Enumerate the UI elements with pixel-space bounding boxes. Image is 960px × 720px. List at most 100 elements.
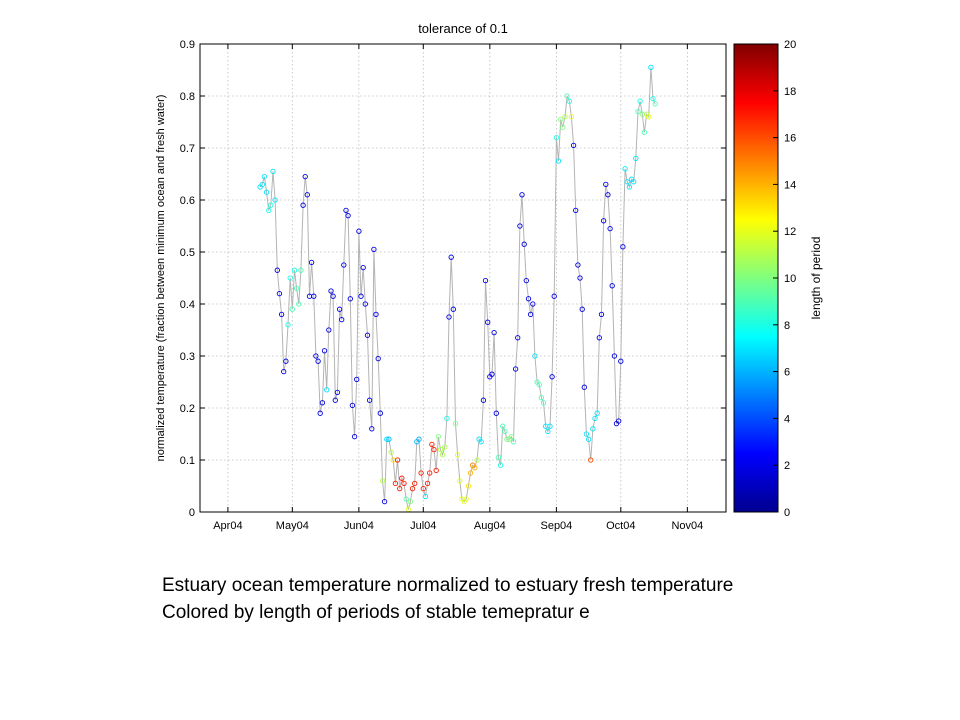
colorbar-tick-label: 16 [784, 133, 796, 145]
data-point [276, 290, 283, 297]
y-tick-label: 0.1 [180, 455, 195, 467]
data-point [377, 410, 383, 416]
data-point [607, 225, 613, 232]
data-point [598, 311, 605, 318]
colorbar-tick-label: 0 [784, 507, 790, 519]
colorbar-tick-label: 12 [784, 226, 796, 238]
data-point [435, 433, 441, 440]
y-tick-label: 0.2 [180, 403, 195, 415]
data-point [409, 485, 416, 492]
data-point [444, 415, 450, 422]
data-point [545, 428, 551, 435]
x-tick-label: May04 [276, 520, 309, 532]
colorbar-tick-label: 6 [784, 367, 790, 379]
data-point [482, 277, 489, 284]
colorbar-tick-label: 2 [784, 460, 790, 472]
data-point [328, 288, 334, 294]
x-tick-label: Apr04 [213, 520, 242, 532]
data-point [418, 470, 424, 476]
data-point [274, 267, 280, 273]
data-point [609, 283, 615, 289]
data-point [568, 114, 575, 120]
series-line [259, 67, 656, 510]
data-point [624, 179, 630, 185]
data-point [635, 108, 641, 115]
data-point [540, 400, 547, 406]
data-point [268, 202, 274, 208]
colorbar-tick-label: 14 [784, 179, 796, 191]
colorbar-tick-label: 4 [784, 413, 790, 425]
data-point [525, 296, 532, 302]
data-point [515, 335, 521, 341]
data-point [336, 306, 343, 312]
colorbar-label: length of period [809, 237, 823, 320]
data-point [626, 184, 633, 190]
colorbar-tick-label: 10 [784, 273, 796, 285]
data-point [600, 218, 607, 224]
data-point [527, 311, 534, 318]
data-point [366, 397, 373, 403]
data-point [420, 485, 426, 492]
y-axis-label: normalized temperature (fraction between… [155, 95, 167, 462]
data-point [472, 465, 478, 471]
colorbar-tick-label: 8 [784, 320, 790, 332]
data-point [465, 483, 472, 489]
data-point [474, 457, 480, 463]
data-point [381, 498, 388, 505]
data-point [298, 267, 304, 273]
data-point [631, 179, 637, 185]
data-point [596, 335, 602, 341]
data-point [324, 387, 330, 393]
data-point [431, 446, 437, 453]
data-point [261, 173, 268, 180]
data-point [429, 441, 435, 448]
data-point [485, 319, 491, 325]
data-point [575, 262, 581, 268]
data-point [650, 95, 656, 102]
data-point [519, 192, 525, 198]
data-point [296, 301, 302, 307]
y-tick-label: 0.6 [180, 195, 195, 207]
data-point [585, 436, 592, 442]
data-point [646, 114, 652, 120]
colorbar-tick-label: 18 [784, 86, 796, 98]
data-point [454, 452, 461, 458]
data-point [564, 93, 570, 99]
plot-area-frame [199, 43, 727, 513]
y-tick-label: 0.4 [180, 299, 195, 311]
data-points [257, 64, 658, 512]
data-point [502, 428, 508, 435]
data-point [622, 166, 628, 172]
data-point [491, 329, 497, 336]
data-point [437, 446, 444, 453]
data-point [555, 158, 562, 164]
data-point [648, 64, 654, 71]
y-tick-label: 0.3 [180, 351, 195, 363]
data-point [590, 426, 596, 432]
data-point [570, 142, 577, 149]
data-point [641, 129, 648, 136]
y-axis-ticks: 0 0.1 0.2 0.3 0.4 0.5 0.6 0.7 0.8 0.9 [180, 39, 726, 519]
data-point [603, 181, 609, 188]
y-tick-label: 0 [189, 507, 195, 519]
y-tick-label: 0.8 [180, 91, 195, 103]
data-point [573, 207, 579, 214]
chart-title: tolerance of 0.1 [418, 21, 508, 36]
data-point [358, 293, 364, 299]
data-point [345, 212, 351, 219]
x-tick-label: Aug04 [474, 520, 506, 532]
data-point [308, 259, 315, 266]
data-point [616, 418, 622, 424]
y-tick-label: 0.9 [180, 39, 195, 51]
data-point [536, 381, 542, 388]
data-point [416, 436, 422, 442]
data-point [259, 181, 265, 188]
data-point [373, 311, 379, 318]
data-point [652, 101, 658, 107]
data-point [332, 397, 338, 403]
data-point [594, 410, 600, 416]
data-point [581, 384, 587, 390]
data-point [457, 478, 463, 484]
data-point [347, 296, 353, 302]
